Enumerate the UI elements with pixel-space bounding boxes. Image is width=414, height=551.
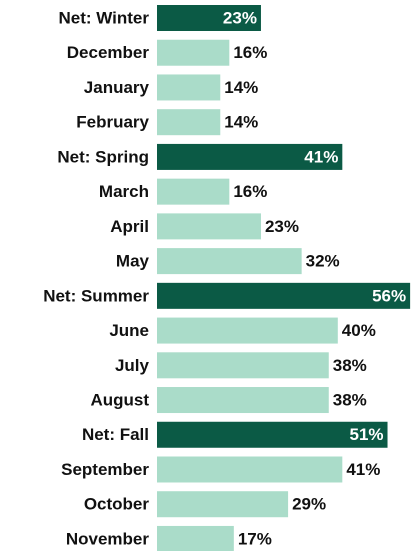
value-label: 16% — [233, 43, 267, 62]
bar — [157, 491, 289, 518]
category-label: Net: Spring — [57, 147, 149, 166]
value-label: 23% — [223, 8, 257, 27]
value-label: 40% — [342, 321, 376, 340]
category-label: June — [109, 321, 149, 340]
category-label: February — [76, 113, 149, 132]
bar — [157, 213, 261, 240]
bar — [157, 109, 221, 136]
category-label: Net: Summer — [43, 286, 149, 305]
category-label: July — [115, 356, 150, 375]
bar — [157, 39, 230, 66]
category-label: March — [99, 182, 149, 201]
category-label: January — [84, 78, 150, 97]
category-label: April — [110, 217, 149, 236]
category-label: October — [84, 495, 150, 514]
category-label: December — [67, 43, 150, 62]
bar — [157, 282, 411, 309]
bar — [157, 352, 329, 379]
value-label: 23% — [265, 217, 299, 236]
bar — [157, 248, 302, 275]
bar — [157, 525, 234, 551]
bar — [157, 143, 343, 170]
bar — [157, 5, 261, 31]
category-label: August — [90, 391, 149, 410]
bar — [157, 456, 343, 483]
category-label: September — [61, 460, 149, 479]
value-label: 41% — [304, 147, 338, 166]
category-label: Net: Fall — [82, 425, 149, 444]
category-label: Net: Winter — [58, 8, 149, 27]
value-label: 16% — [233, 182, 267, 201]
value-label: 56% — [372, 286, 406, 305]
value-label: 51% — [349, 425, 383, 444]
category-label: November — [66, 529, 150, 548]
value-label: 38% — [333, 391, 367, 410]
value-label: 17% — [238, 529, 272, 548]
value-label: 32% — [306, 252, 340, 271]
value-label: 41% — [346, 460, 380, 479]
bar — [157, 387, 329, 414]
value-label: 14% — [224, 113, 258, 132]
bar — [157, 74, 221, 101]
value-label: 14% — [224, 78, 258, 97]
bar — [157, 317, 338, 344]
value-label: 29% — [292, 495, 326, 514]
bar — [157, 178, 230, 205]
category-label: May — [116, 252, 150, 271]
value-label: 38% — [333, 356, 367, 375]
bar — [157, 421, 388, 448]
